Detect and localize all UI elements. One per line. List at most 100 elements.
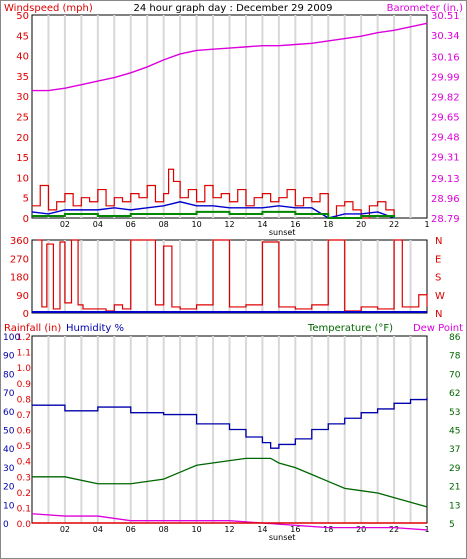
rainfall-tick-label: 1.1 (17, 349, 31, 359)
x-tick-label: 08 (159, 525, 169, 534)
rainfall-tick-label: 1.2 (17, 333, 31, 343)
barometer-tick-label: 29.82 (431, 92, 460, 103)
x-tick-label: 02 (60, 220, 70, 229)
windspeed-tick-label: 40 (16, 52, 29, 63)
windspeed-axis-label: Windspeed (mph) (4, 3, 93, 14)
temperature-tick-label: 53 (449, 408, 460, 418)
x-tick-label: 04 (93, 525, 103, 534)
x-tick-label: 1 (424, 220, 429, 229)
x-tick-label: 06 (126, 525, 136, 534)
x-tick-label: 18 (323, 525, 333, 534)
barometer-axis-label: Barometer (in.) (387, 3, 463, 14)
humidity-tick-label: 40 (3, 445, 15, 455)
windspeed-tick-label: 50 (16, 11, 29, 22)
humidity-tick-label: 10 (3, 501, 15, 511)
humidity-tick-label: 100 (3, 333, 20, 343)
temperature-tick-label: 21 (449, 483, 460, 493)
barometer-tick-label: 28.96 (431, 194, 460, 205)
windspeed-tick-label: 10 (16, 173, 29, 184)
windspeed-tick-label: 20 (16, 133, 29, 144)
humidity-axis-label: Humidity % (66, 323, 124, 334)
humidity-tick-label: 20 (3, 483, 15, 493)
x-tick-label: 08 (159, 220, 169, 229)
windspeed-tick-label: 5 (23, 194, 29, 205)
temperature-tick-label: 78 (449, 352, 461, 362)
direction-tick-label: 180 (10, 273, 29, 284)
windspeed-tick-label: 15 (16, 153, 29, 164)
temperature-axis-label: Temperature (°F) (307, 323, 393, 334)
sunset-marker: sunset (269, 533, 296, 542)
rainfall-axis-label: Rainfall (in) (4, 323, 61, 334)
barometer-tick-label: 28.79 (431, 214, 460, 225)
dewpoint-axis-label: Dew Point (413, 323, 463, 334)
x-tick-label: 16 (290, 220, 300, 229)
rainfall-tick-label: 0.7 (17, 411, 31, 421)
barometer-tick-label: 29.99 (431, 72, 460, 83)
rainfall-tick-label: 0.9 (17, 380, 32, 390)
barometer-tick-label: 29.31 (431, 153, 460, 164)
humidity-tick-label: 50 (3, 427, 15, 437)
windspeed-tick-label: 25 (16, 113, 29, 124)
temperature-tick-label: 29 (449, 464, 461, 474)
barometer-tick-label: 29.48 (431, 133, 460, 144)
compass-label: E (435, 254, 441, 265)
humidity-tick-label: 60 (3, 408, 15, 418)
temperature-tick-label: 45 (449, 427, 460, 437)
compass-label: N (435, 236, 442, 247)
humidity-tick-label: 30 (3, 464, 15, 474)
compass-label: W (435, 291, 445, 302)
windspeed-tick-label: 30 (16, 92, 29, 103)
temperature-tick-label: 13 (449, 501, 460, 511)
x-tick-label: 06 (126, 220, 136, 229)
direction-tick-label: 270 (10, 254, 29, 265)
temperature-tick-label: 62 (449, 389, 460, 399)
barometer-tick-label: 29.13 (431, 174, 460, 185)
x-tick-label: 20 (356, 525, 366, 534)
x-tick-label: 18 (323, 220, 333, 229)
compass-label: S (435, 273, 441, 284)
x-tick-label: 14 (257, 525, 267, 534)
rainfall-tick-label: 0.6 (17, 427, 32, 437)
dewpoint-line (31, 513, 428, 531)
wind-barometer-panel: 0 5 10 15 20 25 30 35 40 45 50 28.79 28.96 29.13 29.31… (16, 11, 459, 237)
x-tick-label: 12 (224, 525, 234, 534)
x-tick-label: 10 (191, 525, 201, 534)
rainfall-tick-label: 0.1 (17, 504, 31, 514)
direction-tick-label: 360 (10, 236, 29, 247)
x-tick-label: 22 (389, 220, 399, 229)
chart-title: 24 hour graph day : December 29 2009 (134, 3, 333, 14)
temperature-tick-label: 37 (449, 445, 460, 455)
x-tick-label: 16 (290, 525, 300, 534)
barometer-line (32, 22, 428, 92)
x-tick-label: 22 (389, 525, 399, 534)
sunset-marker: sunset (269, 228, 296, 237)
x-tick-label: 20 (356, 220, 366, 229)
rain-humidity-temp-panel: 0.0 0.1 0.2 0.3 0.4 0.5 0.6 0.7 0.8 0.9 1.0 1.1 1.2 0… (3, 333, 461, 542)
barometer-tick-label: 30.16 (431, 52, 460, 63)
x-tick-label: 10 (191, 220, 201, 229)
humidity-line (32, 397, 428, 449)
rainfall-tick-label: 1.0 (17, 364, 32, 374)
rainfall-tick-label: 0.5 (17, 442, 31, 452)
wind-average-line (31, 201, 395, 219)
windspeed-tick-label: 0 (23, 214, 29, 225)
direction-tick-label: 0 (23, 309, 29, 320)
barometer-tick-label: 29.65 (431, 113, 460, 124)
rainfall-tick-label: 0.4 (17, 458, 32, 468)
wind-direction-line (36, 239, 428, 312)
windspeed-tick-label: 45 (16, 31, 29, 42)
temperature-tick-label: 86 (449, 333, 461, 343)
x-tick-label: 04 (93, 220, 103, 229)
humidity-tick-label: 80 (3, 370, 15, 380)
barometer-tick-label: 30.34 (431, 31, 460, 42)
barometer-tick-label: 30.51 (431, 11, 460, 22)
wind-calm-line (32, 210, 396, 219)
humidity-tick-label: 0 (3, 520, 9, 530)
windspeed-tick-label: 35 (16, 72, 29, 83)
rainfall-tick-label: 0.3 (17, 473, 31, 483)
humidity-tick-label: 90 (3, 352, 15, 362)
humidity-tick-label: 70 (3, 389, 15, 399)
compass-label: N (435, 309, 442, 320)
